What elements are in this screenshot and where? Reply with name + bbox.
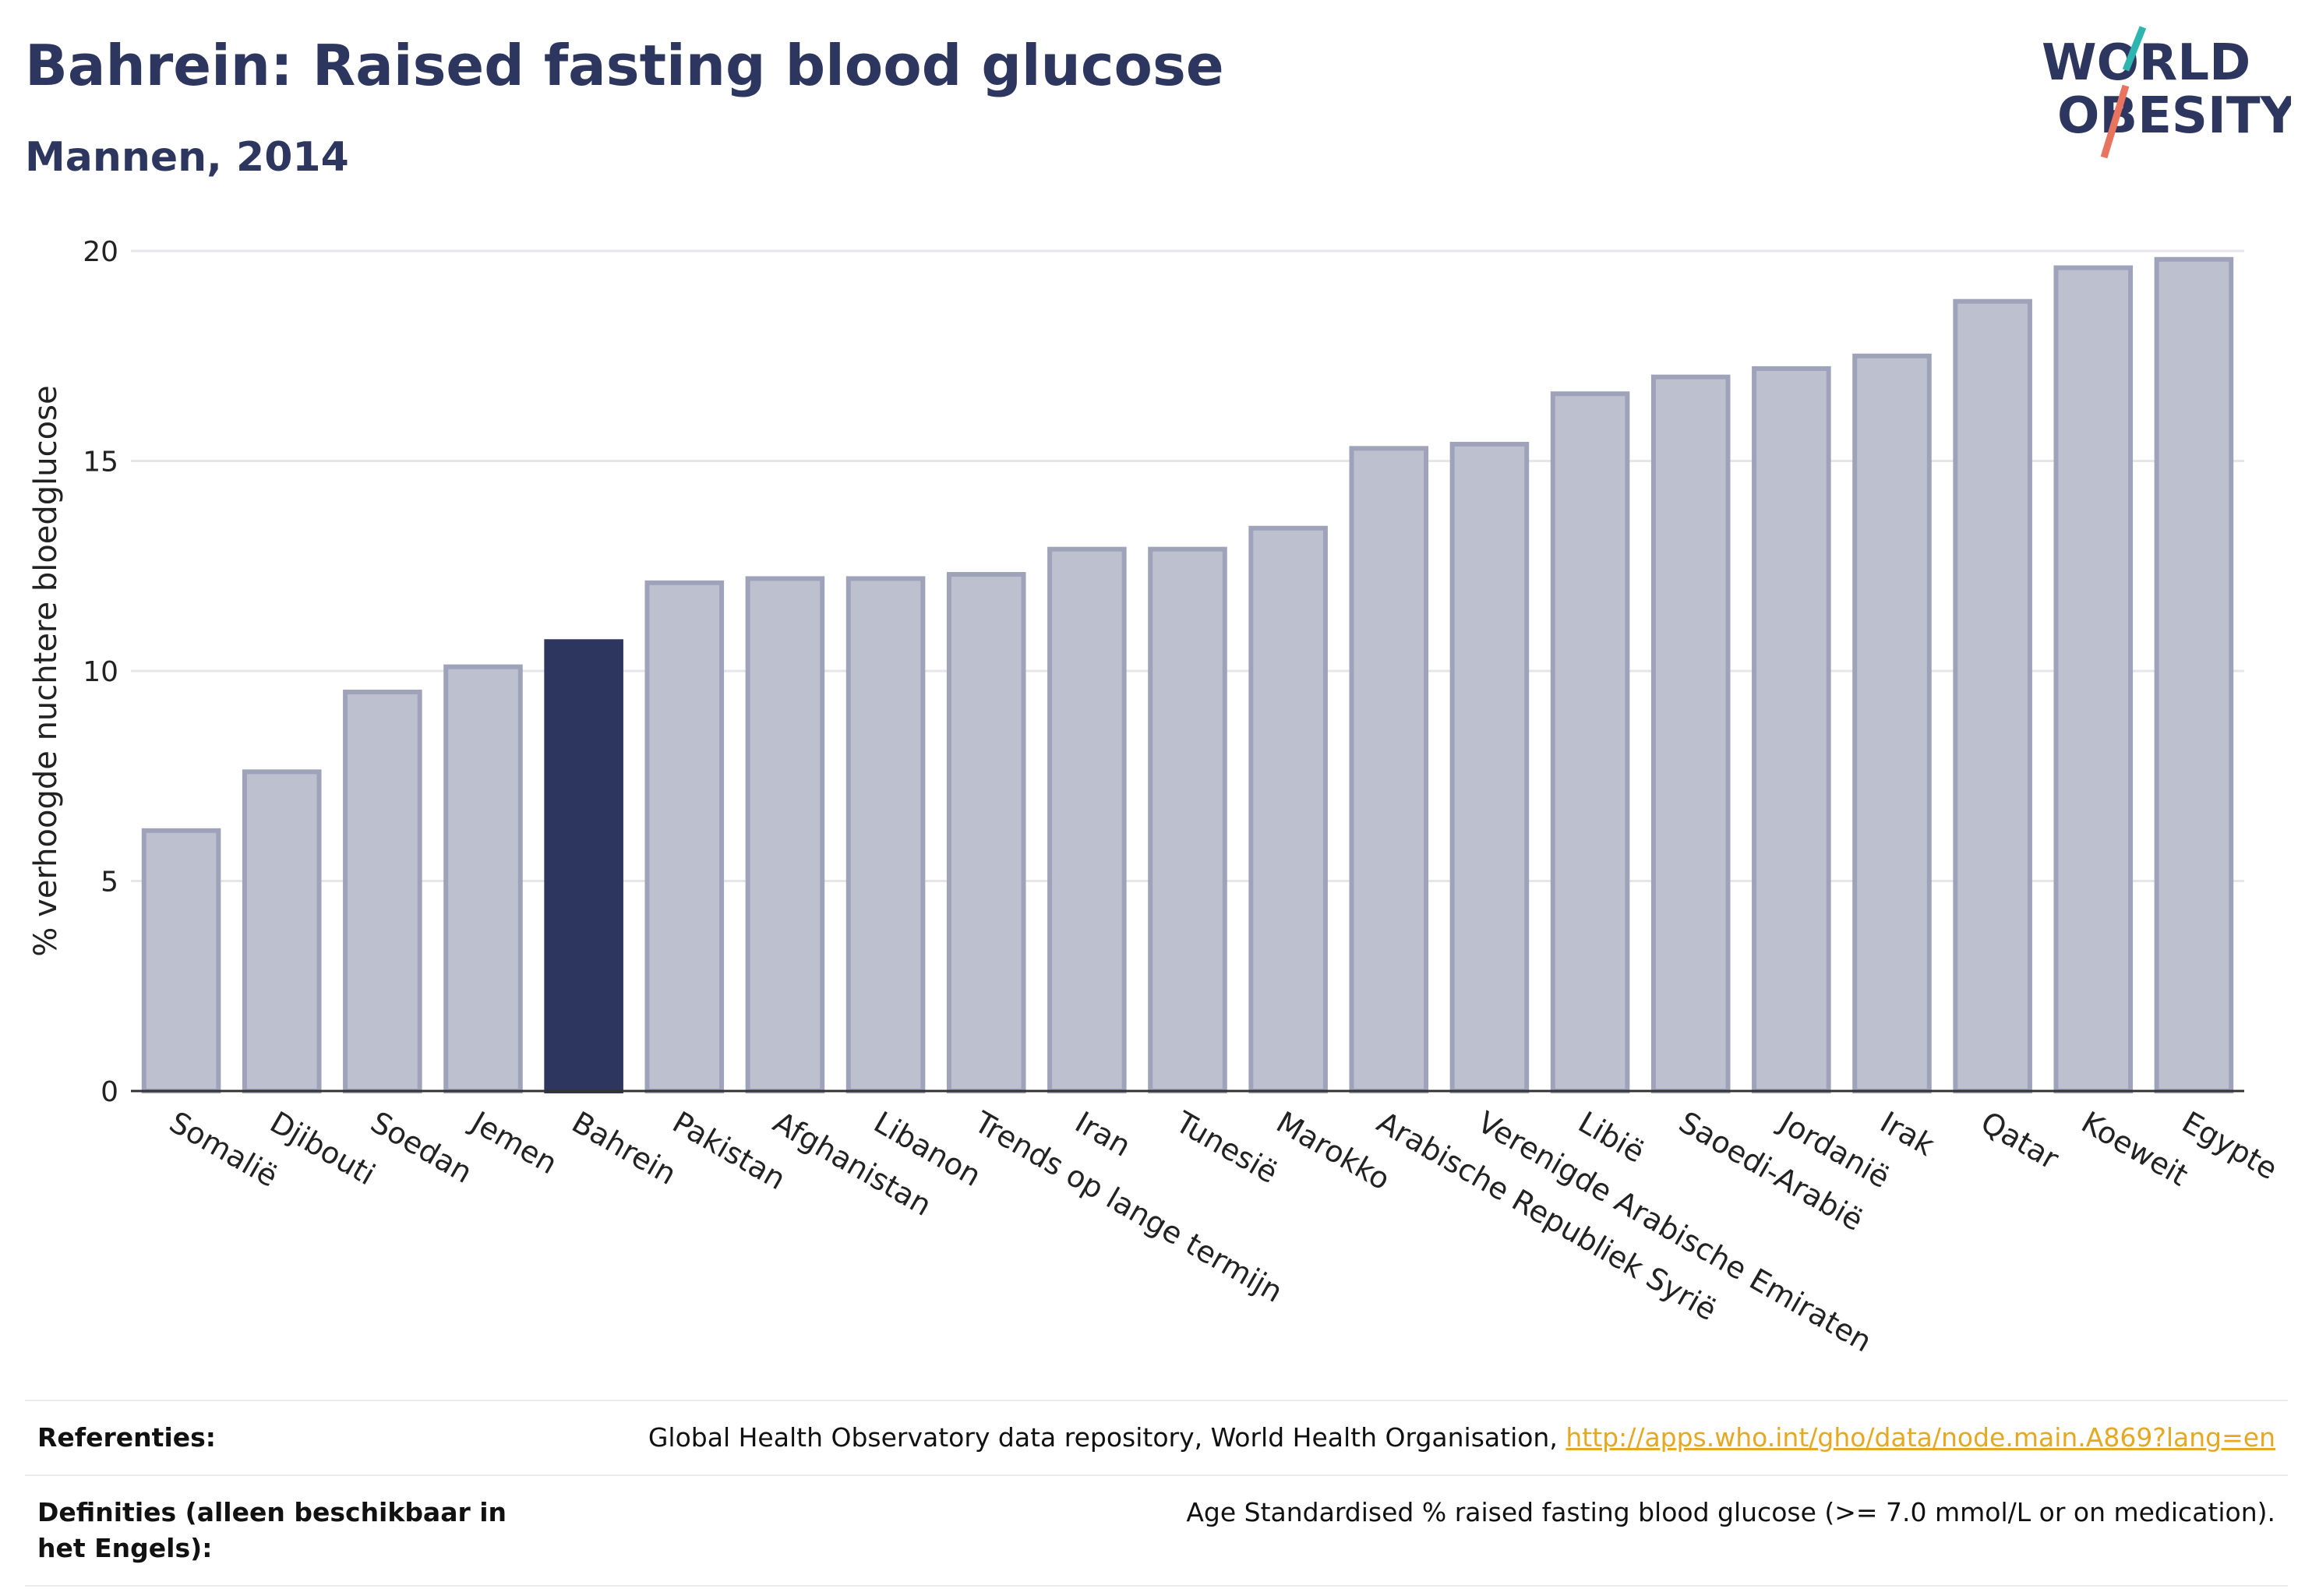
y-tick-label: 10 bbox=[83, 656, 118, 688]
chart-subtitle: Mannen, 2014 bbox=[25, 134, 349, 181]
bar-13 bbox=[1449, 441, 1530, 1093]
x-tick-label: Soedan bbox=[365, 1105, 478, 1190]
bar-20 bbox=[2154, 256, 2234, 1093]
bar-16 bbox=[1752, 365, 1831, 1094]
x-tick-label: Djibouti bbox=[264, 1105, 381, 1192]
bar-5 bbox=[644, 580, 725, 1093]
bar-3 bbox=[443, 664, 523, 1093]
x-tick-label: Egypte bbox=[2176, 1105, 2283, 1187]
x-tick-label: Jemen bbox=[464, 1104, 563, 1181]
x-tick-label: Marokko bbox=[1271, 1105, 1396, 1197]
bar-18 bbox=[1953, 298, 2032, 1093]
bar-6 bbox=[745, 576, 825, 1093]
bar-14 bbox=[1550, 391, 1630, 1093]
x-tick-label: Pakistan bbox=[667, 1105, 792, 1197]
references-label: Referenties: bbox=[37, 1422, 216, 1453]
references-row: Referenties: Global Health Observatory d… bbox=[25, 1400, 2288, 1474]
bar-11 bbox=[1248, 525, 1328, 1093]
bar-17 bbox=[1852, 353, 1932, 1093]
x-tick-label: Somalië bbox=[164, 1105, 284, 1194]
x-tick-label: Tunesië bbox=[1170, 1104, 1283, 1190]
bar-15 bbox=[1650, 374, 1731, 1093]
y-axis-label: % verhoogde nuchtere bloedglucose bbox=[28, 385, 64, 956]
definitions-label: Definities (alleen beschikbaar in het En… bbox=[37, 1497, 507, 1563]
y-tick-label: 20 bbox=[83, 236, 118, 268]
bar-19 bbox=[2053, 265, 2134, 1093]
chart-title: Bahrein: Raised fasting blood glucose bbox=[25, 33, 1224, 98]
x-tick-label: Bahrein bbox=[567, 1105, 683, 1192]
x-tick-label: Koeweit bbox=[2076, 1105, 2194, 1193]
bar-12 bbox=[1349, 446, 1429, 1093]
bar-9 bbox=[1047, 546, 1127, 1093]
bar-4 bbox=[544, 639, 623, 1093]
definitions-value: Age Standardised % raised fasting blood … bbox=[1186, 1497, 2275, 1527]
definitions-row: Definities (alleen beschikbaar in het En… bbox=[25, 1474, 2288, 1587]
footer-table: Referenties: Global Health Observatory d… bbox=[25, 1400, 2288, 1587]
x-tick-label: Irak bbox=[1875, 1105, 1940, 1163]
references-text: Global Health Observatory data repositor… bbox=[648, 1422, 1558, 1453]
y-tick-label: 5 bbox=[101, 867, 118, 899]
bar-10 bbox=[1148, 546, 1227, 1093]
bar-8 bbox=[946, 572, 1026, 1093]
y-axis-ticks: 0 5 10 15 20 bbox=[83, 236, 118, 1108]
y-tick-label: 15 bbox=[83, 447, 118, 478]
x-tick-label: Iran bbox=[1069, 1105, 1136, 1163]
world-obesity-logo: WORLD OBESITY bbox=[2042, 26, 2291, 159]
references-link[interactable]: http://apps.who.int/gho/data/node.main.A… bbox=[1565, 1422, 2275, 1453]
logo-line2: OBESITY bbox=[2057, 87, 2291, 145]
bar-2 bbox=[343, 689, 422, 1093]
references-value: Global Health Observatory data repositor… bbox=[648, 1420, 2275, 1456]
bar-1 bbox=[242, 769, 322, 1093]
bar-7 bbox=[845, 576, 926, 1093]
logo-slash-teal bbox=[2122, 26, 2147, 72]
logo-line1: WORLD bbox=[2042, 34, 2250, 92]
bars bbox=[141, 256, 2234, 1094]
y-tick-label: 0 bbox=[101, 1076, 118, 1108]
bar-0 bbox=[141, 828, 221, 1093]
x-tick-label: Qatar bbox=[1975, 1105, 2065, 1177]
logo-slash-coral bbox=[2100, 84, 2130, 159]
